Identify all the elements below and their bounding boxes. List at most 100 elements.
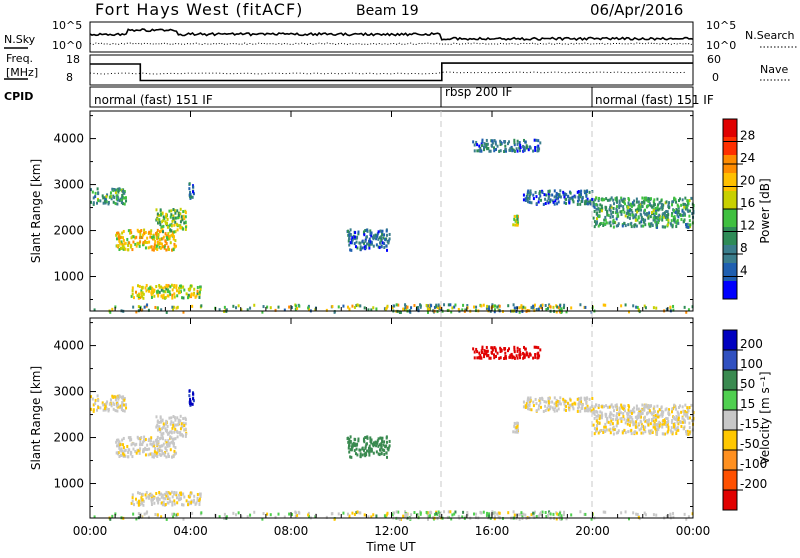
power-echo-cell bbox=[165, 283, 168, 287]
velocity-echo-cell bbox=[387, 447, 390, 451]
velocity-echo-cell bbox=[176, 430, 179, 434]
velocity-echo-cell bbox=[688, 430, 691, 434]
colorbar-tick-label: 15 bbox=[740, 397, 755, 411]
y-tick-label: 4000 bbox=[53, 339, 84, 353]
power-echo-cell bbox=[161, 286, 164, 290]
velocity-echo-cell bbox=[677, 406, 680, 410]
power-ground-cell bbox=[404, 306, 407, 310]
x-tick-label: 00:00 bbox=[676, 524, 711, 538]
power-echo-cell bbox=[153, 289, 156, 293]
power-echo-cell bbox=[654, 206, 657, 210]
power-echo-cell bbox=[378, 236, 381, 240]
velocity-echo-cell bbox=[130, 501, 133, 505]
velocity-echo-cell bbox=[123, 449, 126, 453]
power-echo-cell bbox=[650, 211, 653, 215]
velocity-echo-cell bbox=[158, 445, 161, 449]
velocity-echo-cell bbox=[160, 419, 163, 423]
velocity-ground-cell bbox=[549, 512, 552, 516]
velocity-ground-cell bbox=[486, 511, 489, 515]
power-echo-cell bbox=[676, 213, 679, 217]
power-echo-cell bbox=[147, 246, 150, 250]
power-echo-cell bbox=[644, 223, 647, 227]
velocity-echo-cell bbox=[376, 441, 379, 445]
velocity-echo-cell bbox=[651, 412, 654, 416]
power-echo-cell bbox=[146, 240, 149, 244]
power-echo-cell bbox=[671, 223, 674, 227]
velocity-echo-cell bbox=[656, 404, 659, 408]
power-echo-cell bbox=[605, 221, 608, 225]
power-echo-cell bbox=[107, 200, 110, 204]
power-echo-cell bbox=[115, 233, 118, 237]
velocity-ground-cell bbox=[655, 513, 658, 517]
power-echo-cell bbox=[581, 197, 584, 201]
velocity-echo-cell bbox=[475, 347, 478, 351]
velocity-echo-cell bbox=[529, 396, 532, 400]
velocity-echo-cell bbox=[132, 503, 135, 507]
velocity-echo-cell bbox=[621, 431, 624, 435]
velocity-ground-cell bbox=[393, 511, 396, 515]
power-echo-cell bbox=[516, 220, 519, 224]
velocity-echo-cell bbox=[162, 437, 165, 441]
power-echo-cell bbox=[571, 195, 574, 199]
power-echo-cell bbox=[130, 236, 133, 240]
velocity-echo-cell bbox=[503, 357, 506, 361]
power-echo-cell bbox=[640, 201, 643, 205]
velocity-echo-cell bbox=[559, 396, 562, 400]
power-echo-cell bbox=[585, 202, 588, 206]
velocity-echo-cell bbox=[596, 427, 599, 431]
power-ground-cell bbox=[156, 306, 159, 310]
velocity-echo-cell bbox=[175, 496, 178, 500]
power-echo-cell bbox=[680, 217, 683, 221]
velocity-echo-cell bbox=[576, 409, 579, 413]
velocity-echo-cell bbox=[684, 403, 687, 407]
velocity-echo-cell bbox=[661, 425, 664, 429]
velocity-echo-cell bbox=[499, 346, 502, 350]
power-echo-cell bbox=[494, 142, 497, 146]
power-echo-cell bbox=[489, 149, 492, 153]
velocity-echo-cell bbox=[593, 432, 596, 436]
power-echo-cell bbox=[142, 292, 145, 296]
velocity-echo-cell bbox=[142, 499, 145, 503]
velocity-ground-cell bbox=[342, 511, 345, 515]
power-ground-cell bbox=[558, 308, 561, 312]
velocity-ground-cell bbox=[453, 512, 456, 516]
power-ground-cell bbox=[114, 305, 117, 309]
velocity-echo-cell bbox=[594, 405, 597, 409]
velocity-ground-cell bbox=[290, 512, 293, 516]
velocity-echo-cell bbox=[515, 425, 518, 429]
velocity-ground-cell bbox=[176, 512, 179, 516]
velocity-echo-cell bbox=[115, 444, 118, 448]
power-echo-cell bbox=[108, 195, 111, 199]
velocity-echo-cell bbox=[605, 413, 608, 417]
velocity-ground-cell bbox=[451, 513, 454, 517]
velocity-echo-cell bbox=[123, 397, 126, 401]
velocity-echo-cell bbox=[124, 403, 127, 407]
power-echo-cell bbox=[196, 292, 199, 296]
cpid-label: CPID bbox=[4, 90, 33, 103]
power-echo-cell bbox=[182, 210, 185, 214]
power-echo-cell bbox=[503, 150, 506, 154]
power-ground-cell bbox=[154, 305, 157, 309]
velocity-echo-cell bbox=[380, 442, 383, 446]
velocity-echo-cell bbox=[571, 402, 574, 406]
power-echo-cell bbox=[621, 199, 624, 203]
power-echo-cell bbox=[557, 200, 560, 204]
velocity-echo-cell bbox=[150, 436, 153, 440]
power-echo-cell bbox=[588, 190, 591, 194]
power-ground-cell bbox=[410, 306, 413, 310]
velocity-echo-cell bbox=[350, 448, 353, 452]
velocity-echo-cell bbox=[635, 404, 638, 408]
velocity-echo-cell bbox=[178, 493, 181, 497]
velocity-ground-cell bbox=[457, 514, 460, 518]
velocity-ground-cell bbox=[363, 513, 366, 517]
velocity-echo-cell bbox=[568, 405, 571, 409]
power-echo-cell bbox=[641, 196, 644, 200]
velocity-echo-cell bbox=[642, 427, 645, 431]
power-echo-cell bbox=[157, 240, 160, 244]
power-echo-cell bbox=[348, 237, 351, 241]
velocity-echo-cell bbox=[663, 418, 666, 422]
power-echo-cell bbox=[526, 190, 529, 194]
power-echo-cell bbox=[138, 244, 141, 248]
power-echo-cell bbox=[350, 248, 353, 252]
velocity-echo-cell bbox=[191, 402, 194, 406]
